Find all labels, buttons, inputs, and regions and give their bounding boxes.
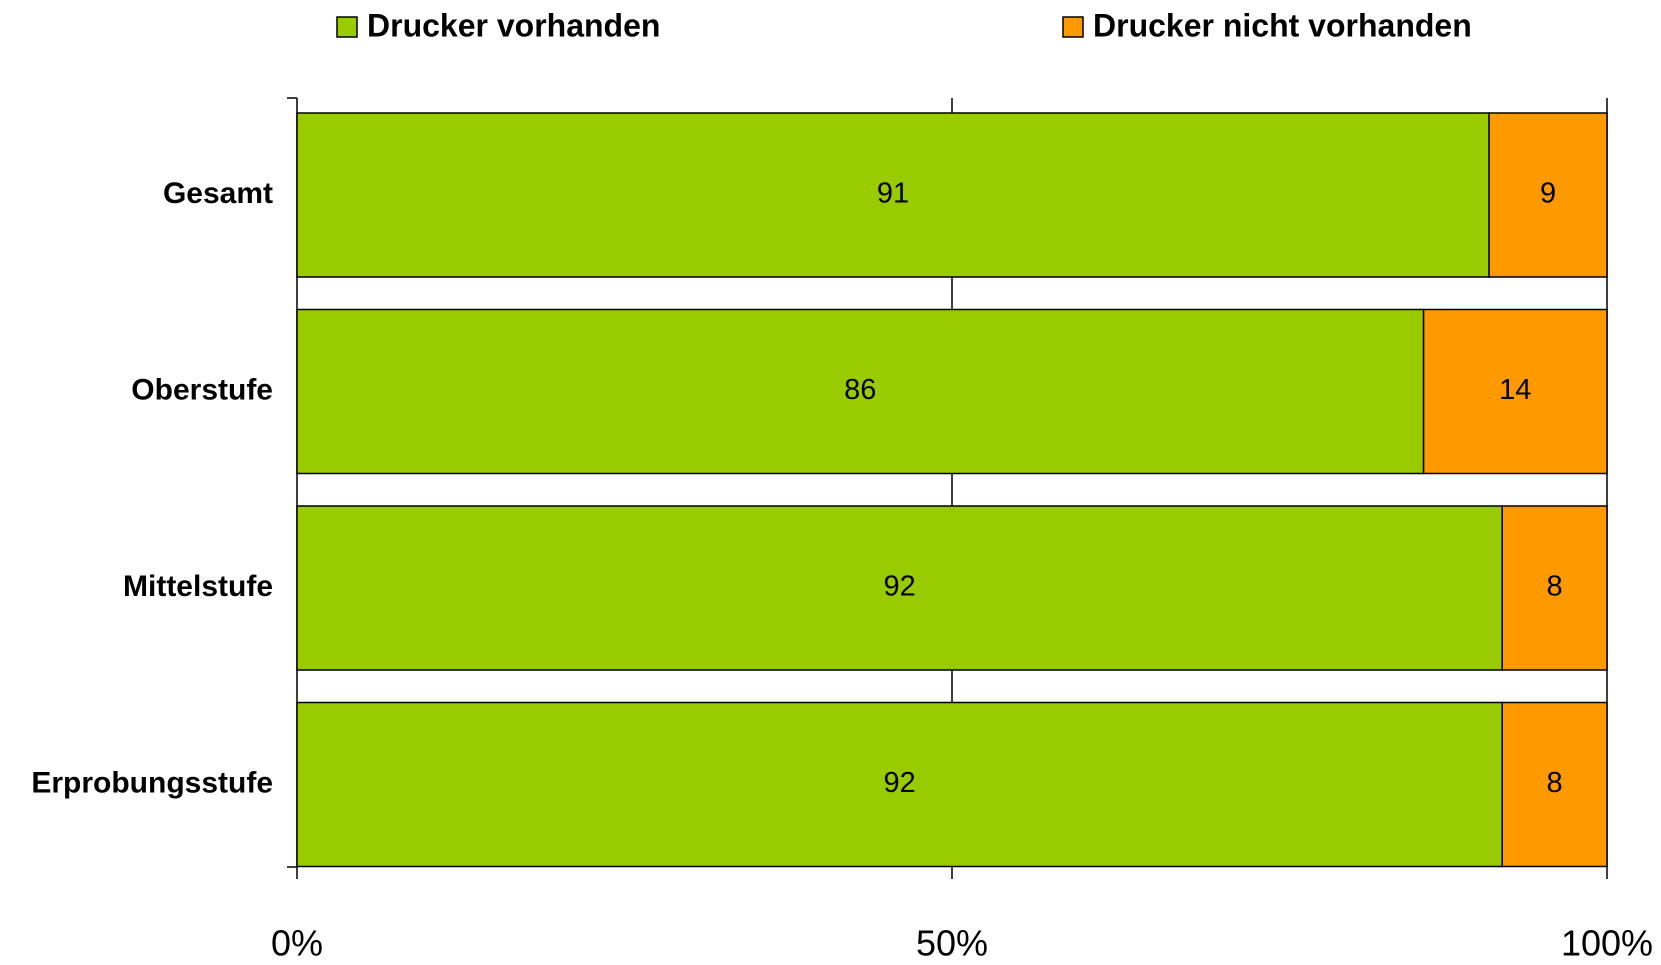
category-label: Mittelstufe [123,570,273,603]
legend-swatch [1062,16,1084,38]
bar-segment [296,308,1425,475]
bar-segment [296,701,1503,868]
category-label: Gesamt [163,177,273,210]
value-label: 86 [844,374,876,406]
legend-swatch [336,16,358,38]
value-label: 14 [1499,374,1531,406]
value-label: 92 [883,571,915,603]
category-label: Oberstufe [131,373,273,406]
value-label: 8 [1547,767,1563,799]
value-label: 8 [1547,571,1563,603]
value-label: 9 [1540,178,1556,210]
bar-segment [1488,112,1608,278]
bar-segment [1501,505,1608,671]
category-label: Erprobungsstufe [31,766,273,799]
legend-label: Drucker nicht vorhanden [1093,7,1472,43]
bar-segment [1422,308,1608,475]
bar-segment [1501,701,1608,868]
bar-segment [296,112,1490,278]
legend-label: Drucker vorhanden [367,7,660,43]
value-label: 91 [877,178,909,210]
x-tick-label: 100% [1561,923,1653,964]
x-tick-label: 0% [271,923,323,964]
value-label: 92 [883,767,915,799]
x-tick-label: 50% [916,923,988,964]
